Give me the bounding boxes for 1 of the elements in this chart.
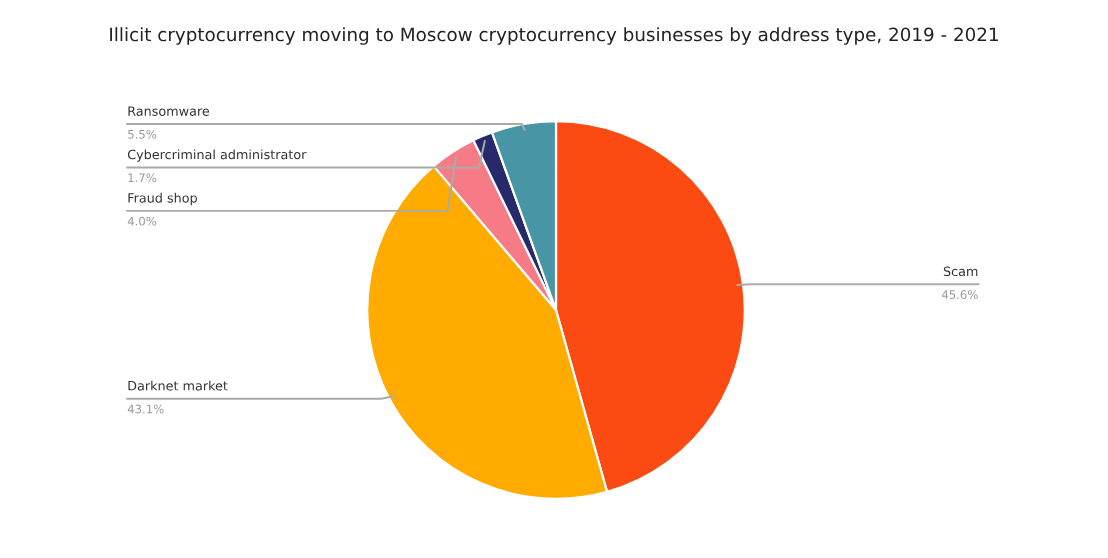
chart-title: Illicit cryptocurrency moving to Moscow cryptocurrency businesses by address type, 2019 - 2021 xyxy=(110,27,998,45)
